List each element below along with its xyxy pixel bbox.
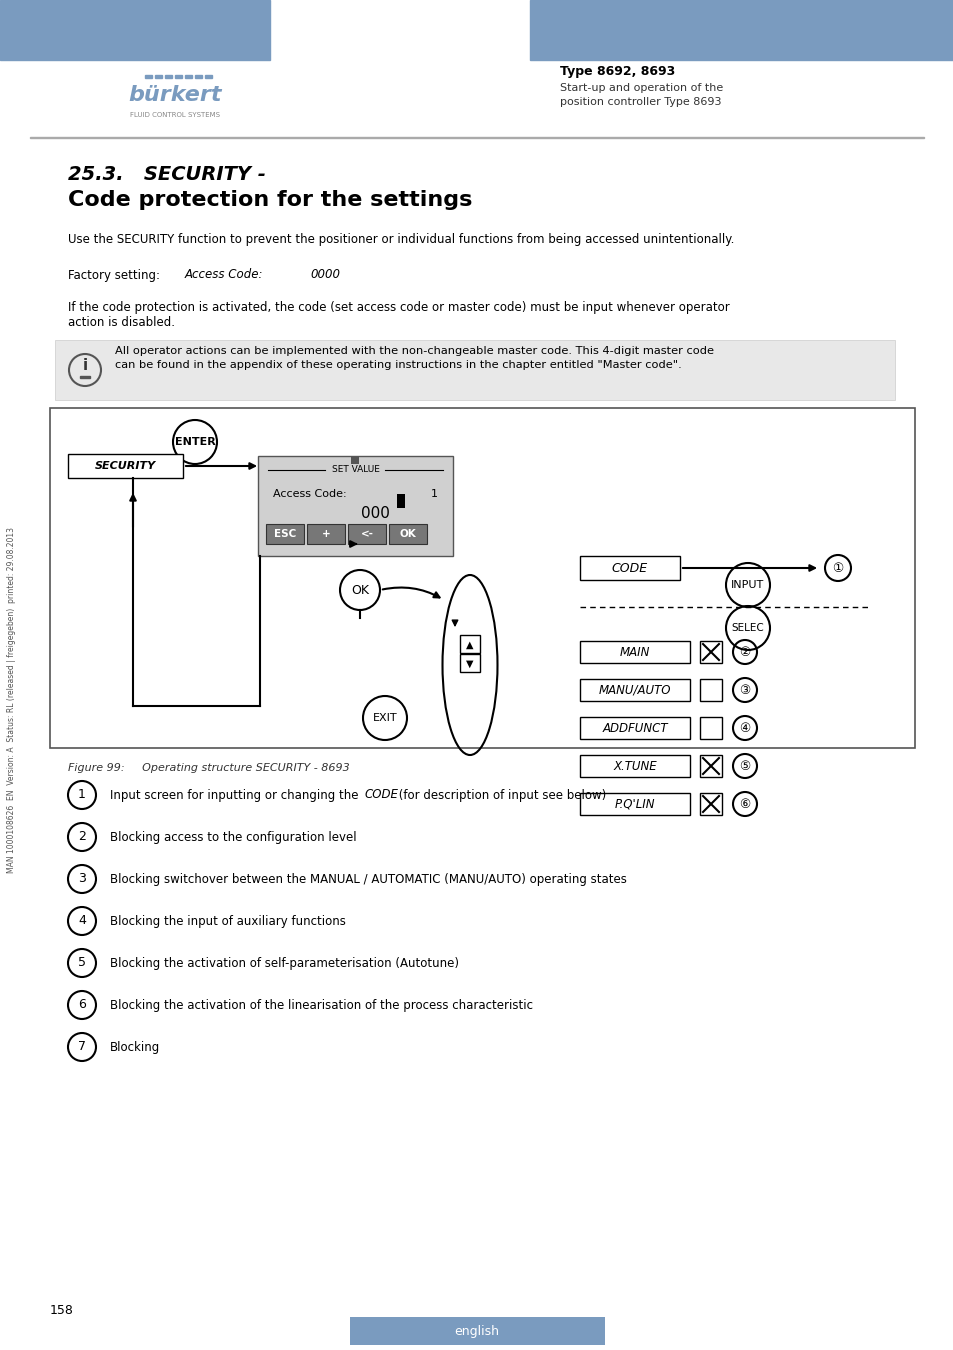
Text: OK: OK bbox=[351, 583, 369, 597]
Bar bbox=[174, 76, 182, 78]
Text: Input screen for inputting or changing the: Input screen for inputting or changing t… bbox=[110, 788, 362, 802]
Text: ⑤: ⑤ bbox=[739, 760, 750, 772]
Bar bbox=[700, 792, 721, 815]
Text: CODE: CODE bbox=[365, 788, 398, 802]
Text: Access Code:: Access Code: bbox=[185, 269, 263, 282]
Bar bbox=[579, 792, 689, 815]
Text: ESC: ESC bbox=[274, 529, 295, 539]
Bar bbox=[351, 456, 359, 464]
Bar bbox=[185, 76, 192, 78]
Text: Blocking access to the configuration level: Blocking access to the configuration lev… bbox=[110, 830, 356, 844]
Bar bbox=[389, 524, 427, 544]
Text: Code protection for the settings: Code protection for the settings bbox=[68, 190, 472, 211]
Text: SET VALUE: SET VALUE bbox=[332, 466, 379, 474]
Text: ▲: ▲ bbox=[466, 640, 474, 649]
Bar bbox=[579, 556, 679, 580]
Bar bbox=[145, 76, 152, 78]
Text: Blocking the activation of the linearisation of the process characteristic: Blocking the activation of the linearisa… bbox=[110, 999, 533, 1011]
Bar bbox=[68, 454, 183, 478]
Text: 0000: 0000 bbox=[310, 269, 339, 282]
Text: Blocking the input of auxiliary functions: Blocking the input of auxiliary function… bbox=[110, 914, 346, 927]
Bar bbox=[700, 641, 721, 663]
Text: bürkert: bürkert bbox=[128, 85, 221, 105]
Text: SECURITY: SECURITY bbox=[94, 460, 155, 471]
Text: Start-up and operation of the
position controller Type 8693: Start-up and operation of the position c… bbox=[559, 82, 722, 107]
Text: MANU/AUTO: MANU/AUTO bbox=[598, 683, 671, 697]
Bar bbox=[55, 340, 894, 400]
Text: Type 8692, 8693: Type 8692, 8693 bbox=[559, 66, 675, 78]
Bar bbox=[194, 76, 202, 78]
Text: Access Code:: Access Code: bbox=[273, 489, 346, 500]
Text: (for description of input see below): (for description of input see below) bbox=[395, 788, 605, 802]
Bar bbox=[154, 76, 162, 78]
Text: 158: 158 bbox=[50, 1304, 73, 1316]
Text: 1: 1 bbox=[431, 489, 437, 500]
Bar bbox=[350, 1318, 604, 1345]
Text: MAIN: MAIN bbox=[619, 645, 650, 659]
Bar bbox=[205, 76, 212, 78]
Bar bbox=[700, 679, 721, 701]
Text: ④: ④ bbox=[739, 721, 750, 734]
Bar bbox=[579, 755, 689, 778]
Bar bbox=[579, 679, 689, 701]
Bar bbox=[257, 456, 453, 556]
Text: CODE: CODE bbox=[611, 562, 647, 575]
Text: ②: ② bbox=[739, 645, 750, 659]
Text: i: i bbox=[82, 359, 88, 374]
Text: X.TUNE: X.TUNE bbox=[613, 760, 656, 772]
Bar bbox=[579, 641, 689, 663]
Bar bbox=[700, 717, 721, 738]
Text: Factory setting:: Factory setting: bbox=[68, 269, 164, 282]
Bar bbox=[50, 408, 914, 748]
Bar bbox=[700, 755, 721, 778]
Text: ③: ③ bbox=[739, 683, 750, 697]
Text: 2: 2 bbox=[78, 830, 86, 844]
Bar bbox=[266, 524, 304, 544]
Text: 3: 3 bbox=[78, 872, 86, 886]
Text: OK: OK bbox=[399, 529, 416, 539]
Text: EXIT: EXIT bbox=[373, 713, 396, 724]
Text: ▼: ▼ bbox=[466, 659, 474, 670]
Bar bbox=[397, 494, 405, 508]
Text: 1: 1 bbox=[78, 788, 86, 802]
Text: SELEC: SELEC bbox=[731, 622, 763, 633]
Text: Blocking the activation of self-parameterisation (Autotune): Blocking the activation of self-paramete… bbox=[110, 957, 458, 969]
Text: ADDFUNCT: ADDFUNCT bbox=[601, 721, 667, 734]
Text: +: + bbox=[321, 529, 330, 539]
Bar bbox=[0, 0, 270, 59]
Text: Blocking: Blocking bbox=[110, 1041, 160, 1053]
Text: If the code protection is activated, the code (set access code or master code) m: If the code protection is activated, the… bbox=[68, 301, 729, 313]
Bar bbox=[348, 524, 386, 544]
Text: ⑥: ⑥ bbox=[739, 798, 750, 810]
Text: INPUT: INPUT bbox=[731, 580, 763, 590]
Text: 000: 000 bbox=[360, 506, 390, 521]
Text: MAN 1000108626  EN  Version: A  Status: RL (released | freigegeben)  printed: 29: MAN 1000108626 EN Version: A Status: RL … bbox=[8, 526, 16, 873]
Text: 7: 7 bbox=[78, 1041, 86, 1053]
Bar bbox=[459, 653, 479, 672]
Bar bbox=[307, 524, 345, 544]
Bar bbox=[579, 717, 689, 738]
Bar bbox=[459, 634, 479, 653]
Text: 25.3.   SECURITY -: 25.3. SECURITY - bbox=[68, 166, 266, 185]
Bar bbox=[530, 0, 953, 59]
Text: Figure 99:     Operating structure SECURITY - 8693: Figure 99: Operating structure SECURITY … bbox=[68, 763, 350, 774]
Bar bbox=[80, 377, 90, 378]
Text: 6: 6 bbox=[78, 999, 86, 1011]
Text: FLUID CONTROL SYSTEMS: FLUID CONTROL SYSTEMS bbox=[130, 112, 220, 117]
Text: Use the SECURITY function to prevent the positioner or individual functions from: Use the SECURITY function to prevent the… bbox=[68, 234, 734, 247]
Text: P.Q'LIN: P.Q'LIN bbox=[614, 798, 655, 810]
Text: 5: 5 bbox=[78, 957, 86, 969]
Text: All operator actions can be implemented with the non-changeable master code. Thi: All operator actions can be implemented … bbox=[115, 346, 713, 370]
Text: english: english bbox=[454, 1326, 499, 1338]
Text: <-: <- bbox=[360, 529, 374, 539]
Text: Blocking switchover between the MANUAL / AUTOMATIC (MANU/AUTO) operating states: Blocking switchover between the MANUAL /… bbox=[110, 872, 626, 886]
Text: action is disabled.: action is disabled. bbox=[68, 316, 174, 328]
Text: ENTER: ENTER bbox=[174, 437, 215, 447]
Text: ①: ① bbox=[832, 562, 842, 575]
Bar bbox=[165, 76, 172, 78]
Text: 4: 4 bbox=[78, 914, 86, 927]
